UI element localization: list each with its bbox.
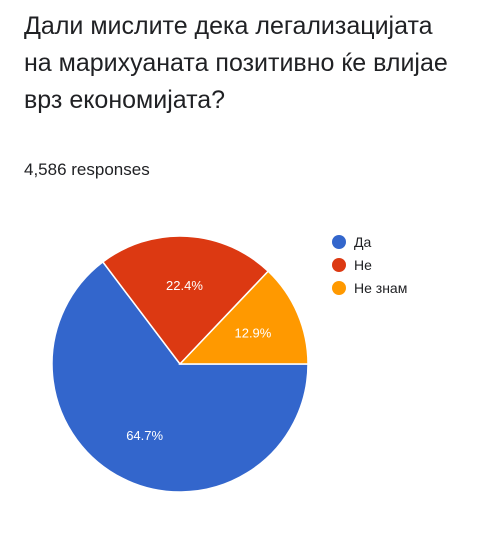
pie-label-no: 22.4% [166,278,203,293]
response-count: 4,586 responses [24,160,150,179]
pie-slice-no[interactable] [101,235,270,366]
legend-label-yes: Да [354,233,372,250]
legend-swatch-dont-know [332,280,346,295]
legend-swatch-no [332,257,346,272]
legend-item-no[interactable]: Не [332,253,407,276]
legend-item-yes[interactable]: Да [332,230,407,253]
pie-slice-yes[interactable] [51,260,309,493]
legend-swatch-yes [332,234,346,249]
pie-slice-dont-know[interactable] [178,270,309,365]
legend-item-dont-know[interactable]: Не знам [332,276,407,299]
chart-legend: Да Не Не знам [332,230,407,299]
pie-label-yes: 64.7% [126,428,163,443]
legend-label-no: Не [354,256,372,273]
legend-label-dont-know: Не знам [354,279,408,296]
question-title: Дали мислите дека легализацијата на мари… [24,12,448,114]
pie-label-dont-know: 12.9% [234,326,271,341]
